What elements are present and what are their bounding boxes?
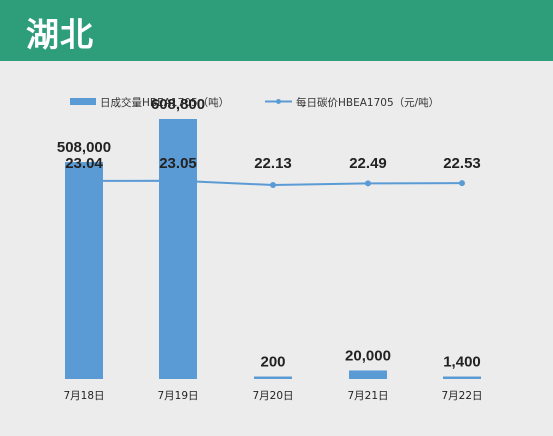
x-tick-label: 7月21日 xyxy=(347,390,388,402)
bar xyxy=(65,162,103,379)
bar-value-label: 1,400 xyxy=(443,354,481,371)
line-value-labels: 23.04 23.05 22.13 22.49 22.53 xyxy=(65,155,481,172)
bar xyxy=(159,119,197,379)
bar-series xyxy=(65,119,481,379)
bar-value-label: 608,800 xyxy=(151,96,205,113)
line-value-label: 23.04 xyxy=(65,155,103,172)
x-tick-label: 7月19日 xyxy=(157,390,198,402)
page-title: 湖北 xyxy=(26,15,94,54)
x-axis-ticks: 7月18日 7月19日 7月20日 7月21日 7月22日 xyxy=(63,390,482,402)
legend-bar-label: 日成交量HBEA1705（吨） xyxy=(100,96,229,109)
line-value-label: 22.53 xyxy=(443,155,481,172)
legend-bar-swatch xyxy=(70,98,96,105)
line-value-label: 23.05 xyxy=(159,155,197,172)
bar xyxy=(254,376,292,379)
bar-value-label: 20,000 xyxy=(345,347,391,364)
bar-value-labels: 508,000 608,800 200 20,000 1,400 xyxy=(57,96,481,371)
line-point xyxy=(270,182,276,188)
bar xyxy=(349,370,387,379)
title-bar: 湖北 xyxy=(0,0,553,61)
line-point xyxy=(175,177,181,184)
line-point xyxy=(81,177,87,184)
line-point xyxy=(459,180,465,187)
bar-value-label: 508,000 xyxy=(57,139,111,156)
chart-legend: 日成交量HBEA1705（吨） 每日碳价HBEA1705（元/吨） xyxy=(70,96,439,109)
line-series xyxy=(81,177,465,188)
x-tick-label: 7月20日 xyxy=(252,390,293,402)
line-value-label: 22.13 xyxy=(254,155,292,172)
legend-line-marker xyxy=(276,99,281,104)
x-tick-label: 7月22日 xyxy=(441,390,482,402)
line-value-label: 22.49 xyxy=(349,155,387,172)
x-tick-label: 7月18日 xyxy=(63,390,104,402)
bar-value-label: 200 xyxy=(260,354,285,371)
combo-chart: 日成交量HBEA1705（吨） 每日碳价HBEA1705（元/吨） 508,000… xyxy=(57,96,483,402)
legend-line-label: 每日碳价HBEA1705（元/吨） xyxy=(296,96,439,109)
bar xyxy=(443,376,481,379)
line-point xyxy=(365,180,371,187)
